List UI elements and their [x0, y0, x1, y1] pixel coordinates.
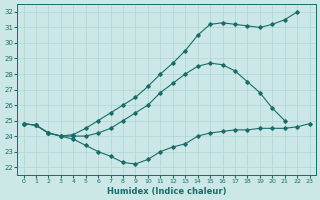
X-axis label: Humidex (Indice chaleur): Humidex (Indice chaleur) — [107, 187, 226, 196]
